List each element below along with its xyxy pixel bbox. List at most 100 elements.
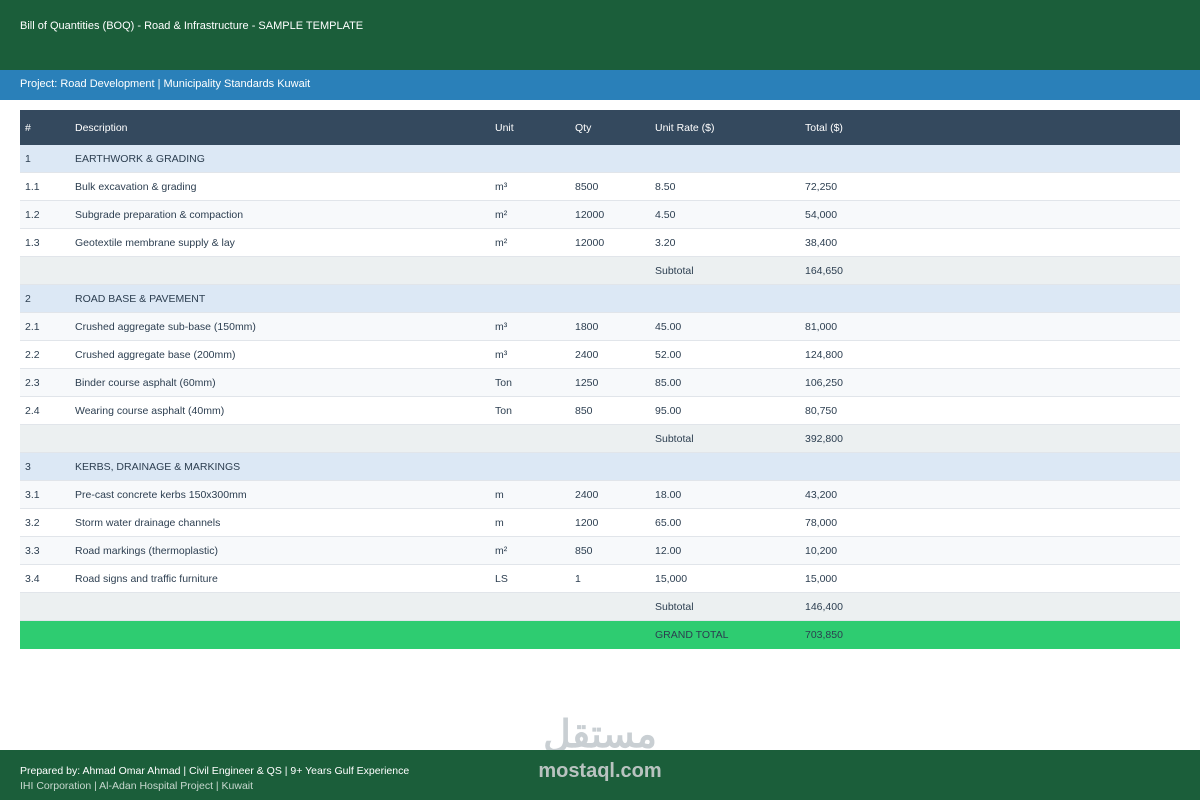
cell: 2400 — [575, 348, 599, 361]
item-row: 2.2 Crushed aggregate base (200mm) m³ 2400 5… — [20, 341, 1180, 369]
item-row: 3.2 Storm water drainage channels m 1200 65.… — [20, 509, 1180, 537]
boq-table: # Description Unit Qty Unit Rate ($) Total ($… — [20, 110, 1180, 649]
item-row: 1.2 Subgrade preparation & compaction m² 12… — [20, 201, 1180, 229]
cell: 1 — [575, 572, 581, 585]
cell: Crushed aggregate sub-base (150mm) — [75, 320, 256, 333]
cell: Description — [75, 121, 128, 134]
footer: Prepared by: Ahmad Omar Ahmad | Civil En… — [0, 750, 1200, 800]
cell: 3.2 — [25, 516, 40, 529]
cell: 392,800 — [805, 432, 843, 445]
cell: 2.1 — [25, 320, 40, 333]
cell: m — [495, 516, 504, 529]
cell: # — [25, 121, 31, 134]
cell: Ton — [495, 376, 512, 389]
cell: EARTHWORK & GRADING — [75, 152, 205, 165]
cell: 12000 — [575, 236, 605, 249]
cell: 8.50 — [655, 180, 676, 193]
cell: 3.1 — [25, 488, 40, 501]
cell: 8500 — [575, 180, 599, 193]
cell: ROAD BASE & PAVEMENT — [75, 292, 206, 305]
cell: 72,250 — [805, 180, 838, 193]
cell: 1.3 — [25, 236, 40, 249]
cell: Subtotal — [655, 432, 694, 445]
cell: 703,850 — [805, 629, 843, 641]
footer-line: IHI Corporation | Al-Adan Hospital Proje… — [20, 780, 254, 792]
cell: 54,000 — [805, 208, 838, 221]
cell: Subtotal — [655, 264, 694, 277]
section-row: 2 ROAD BASE & PAVEMENT — [20, 285, 1180, 313]
cell: 10,200 — [805, 544, 838, 557]
cell: Pre-cast concrete kerbs 150x300mm — [75, 488, 247, 501]
subtotal-row: Subtotal 164,650 — [20, 257, 1180, 285]
project: Project: Road Development | Municipality… — [20, 78, 311, 90]
cell: 12000 — [575, 208, 605, 221]
cell: 2.2 — [25, 348, 40, 361]
cell: m³ — [495, 348, 508, 361]
cell: 12.00 — [655, 544, 682, 557]
section-row: 1 EARTHWORK & GRADING — [20, 145, 1180, 173]
cell: Storm water drainage channels — [75, 516, 221, 529]
subtotal-row: Subtotal 392,800 — [20, 425, 1180, 453]
item-row: 2.4 Wearing course asphalt (40mm) Ton 850 95… — [20, 397, 1180, 425]
section-row: 3 KERBS, DRAINAGE & MARKINGS — [20, 453, 1180, 481]
header-row: # Description Unit Qty Unit Rate ($) Total ($… — [20, 110, 1180, 145]
cell: 18.00 — [655, 488, 682, 501]
cell: LS — [495, 572, 508, 585]
cell: KERBS, DRAINAGE & MARKINGS — [75, 460, 241, 473]
cell: 3.20 — [655, 236, 676, 249]
cell: 81,000 — [805, 320, 838, 333]
subtotal-row: Subtotal 146,400 — [20, 593, 1180, 621]
cell: m² — [495, 208, 508, 221]
cell: m³ — [495, 180, 508, 193]
cell: 124,800 — [805, 348, 843, 361]
cell: 164,650 — [805, 264, 843, 277]
footer-line: Prepared by: Ahmad Omar Ahmad | Civil En… — [20, 765, 410, 777]
cell: 2.3 — [25, 376, 40, 389]
cell: Subtotal — [655, 600, 694, 613]
cell: 45.00 — [655, 320, 682, 333]
cell: m² — [495, 544, 508, 557]
header-bar: Bill of Quantities (BOQ) - Road & Infras… — [0, 0, 1200, 70]
cell: 1 — [25, 152, 31, 165]
cell: 2400 — [575, 488, 599, 501]
item-row: 3.3 Road markings (thermoplastic) m² 850 12.… — [20, 537, 1180, 565]
cell: m² — [495, 236, 508, 249]
cell: Total ($) — [805, 121, 843, 134]
cell: 4.50 — [655, 208, 676, 221]
cell: 2 — [25, 292, 31, 305]
cell: 80,750 — [805, 404, 838, 417]
cell: Qty — [575, 121, 592, 134]
cell: Unit — [495, 121, 514, 134]
watermark-site: mostaql.com — [538, 760, 662, 782]
cell: 106,250 — [805, 376, 843, 389]
project-bar: Project: Road Development | Municipality… — [0, 70, 1200, 100]
cell: 2.4 — [25, 404, 40, 417]
cell: Unit Rate ($) — [655, 121, 715, 134]
cell: GRAND TOTAL — [655, 629, 729, 641]
item-row: 2.1 Crushed aggregate sub-base (150mm) m³ 1… — [20, 313, 1180, 341]
cell: 3 — [25, 460, 31, 473]
grand-total-row: GRAND TOTAL 703,850 — [20, 621, 1180, 649]
cell: 3.4 — [25, 572, 40, 585]
cell: 1.1 — [25, 180, 40, 193]
cell: 3.3 — [25, 544, 40, 557]
cell: m — [495, 488, 504, 501]
cell: Crushed aggregate base (200mm) — [75, 348, 236, 361]
item-row: 1.1 Bulk excavation & grading m³ 8500 8.50 72… — [20, 173, 1180, 201]
cell: Wearing course asphalt (40mm) — [75, 404, 225, 417]
cell: 38,400 — [805, 236, 838, 249]
cell: Subgrade preparation & compaction — [75, 208, 244, 221]
cell: Bulk excavation & grading — [75, 180, 197, 193]
cell: 146,400 — [805, 600, 843, 613]
item-row: 1.3 Geotextile membrane supply & lay m² 120… — [20, 229, 1180, 257]
item-row: 3.1 Pre-cast concrete kerbs 150x300mm m 240… — [20, 481, 1180, 509]
cell: 1250 — [575, 376, 599, 389]
title: Bill of Quantities (BOQ) - Road & Infras… — [20, 20, 364, 32]
cell: 85.00 — [655, 376, 682, 389]
cell: 1800 — [575, 320, 599, 333]
cell: 850 — [575, 544, 593, 557]
cell: Binder course asphalt (60mm) — [75, 376, 216, 389]
cell: 1200 — [575, 516, 599, 529]
item-row: 2.3 Binder course asphalt (60mm) Ton 1250 85… — [20, 369, 1180, 397]
